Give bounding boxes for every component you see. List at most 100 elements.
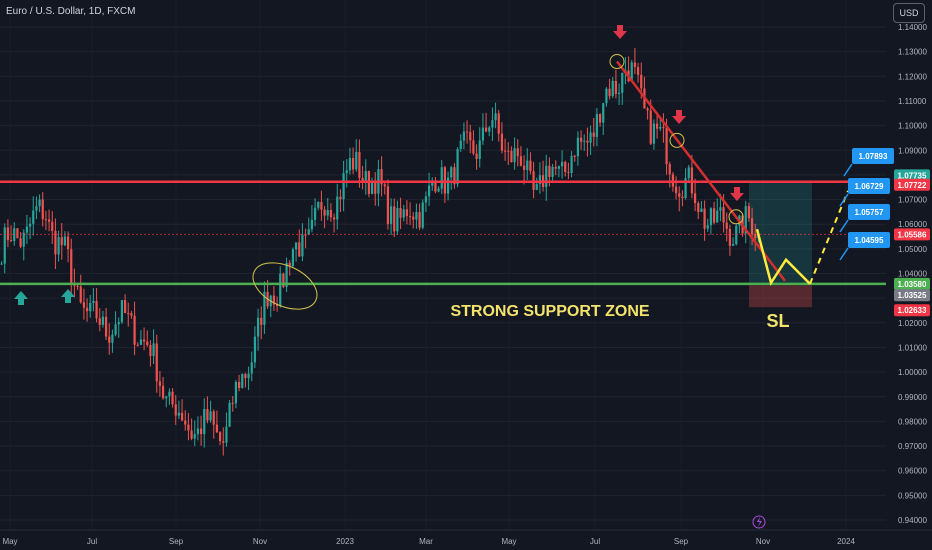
candle-body [443,167,447,194]
y-tick-label: 0.97000 [898,442,927,451]
candle-body [370,180,374,194]
price-tag-box [894,169,930,182]
y-tick-label: 1.07000 [898,196,927,205]
candle-body [687,167,690,179]
candle-body [82,302,86,308]
candle-body [434,183,437,192]
candle-body [98,318,101,325]
y-tick-label: 1.04000 [898,270,927,279]
candle-body [310,219,314,230]
callout-pointer [839,219,849,233]
lightning-event-icon[interactable] [752,515,766,529]
candle-body [646,108,649,111]
price-tag: 1.03580 [894,277,930,290]
candle-body [405,209,409,217]
candle-body [681,196,684,199]
candle-body [323,209,326,216]
candle-body [374,180,377,194]
candle-body [206,408,209,421]
candle-series [0,47,760,456]
candle-body [399,208,402,218]
callout-label: 1.06729 [855,182,884,191]
candle-body [89,302,92,312]
candle-body [513,148,516,163]
candle-body [104,316,108,337]
candle-body [60,237,63,246]
candle-body [161,385,165,399]
support-zone-label: STRONG SUPPORT ZONE [450,303,649,320]
callout-box [848,178,890,194]
candle-body [690,167,694,194]
candle-body [621,72,624,93]
candle-body [16,228,19,239]
candle-body [731,244,735,246]
candle-body [193,434,196,439]
projection-callout: 1.04595 [839,232,890,261]
x-tick-label: May [501,537,516,546]
candle-body [171,391,174,405]
touch-point-circle [728,209,744,225]
candle-body [38,199,41,207]
currency-button[interactable]: USD [893,3,925,23]
candle-body [431,183,434,186]
price-tag-box [894,178,930,191]
candle-body [142,339,146,342]
candle-body [754,234,757,239]
price-tag-label: 1.05586 [898,230,927,239]
down-arrow-icon [730,187,744,201]
candle-body [554,166,557,169]
candle-body [716,210,719,223]
candle-body [671,174,675,187]
up-arrow-icon [14,291,28,305]
y-tick-label: 1.02000 [898,319,927,328]
y-tick-label: 0.99000 [898,393,927,402]
candle-body [307,229,310,235]
callout-pointer [839,247,849,261]
candle-body [424,196,428,203]
candle-body [472,140,475,154]
candle-body [288,262,291,267]
candle-body [228,402,231,427]
candle-body [92,300,95,303]
candle-body [35,206,38,211]
callout-pointer [843,163,853,177]
candle-body [28,223,32,227]
candle-body [361,177,364,183]
projection-callout: 1.07893 [843,148,894,177]
candle-body [684,178,687,199]
candle-body [256,317,260,337]
price-tag: 1.07735 [894,169,930,182]
time-axis[interactable]: May Jul Sep Nov 2023 Mar May Jul Sep Nov 2024 [2,515,855,546]
candle-body [415,212,418,220]
x-tick-label: Jul [590,537,600,546]
candle-body [450,167,453,178]
trendline [616,60,786,282]
candle-body [545,165,548,187]
candle-body [722,207,725,223]
candle-body [282,273,285,287]
candle-body [241,374,244,388]
candle-body [0,263,3,265]
candle-body [222,441,225,443]
candle-body [579,137,583,142]
down-arrow-icon [672,110,686,124]
candle-body [418,212,421,228]
y-tick-label: 1.12000 [898,72,927,81]
profit-zone [749,181,812,235]
candle-body [564,161,567,172]
candle-body [177,412,181,416]
candle-body [586,140,589,143]
candle-body [526,160,529,170]
candle-body [209,411,212,421]
candle-body [165,396,168,399]
projection-callout: 1.06729 [839,178,890,207]
candle-body [640,74,643,89]
candle-body [412,216,415,220]
y-tick-label: 1.10000 [898,122,927,131]
price-tag-box [894,289,930,302]
candle-body [364,171,367,183]
candle-body [95,300,98,319]
price-axis[interactable]: 1.14000 1.13000 1.12000 1.11000 1.10000 1.090… [898,23,927,525]
candle-body [592,132,595,137]
